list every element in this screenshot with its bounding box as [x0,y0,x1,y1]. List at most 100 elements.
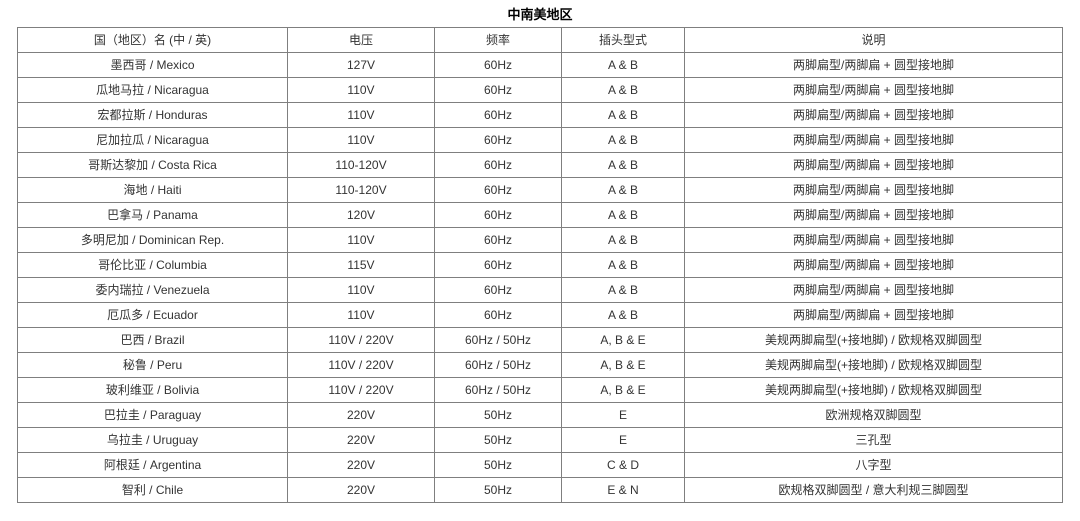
cell-frequency: 60Hz [434,152,562,178]
cell-plug-type: A & B [561,102,685,128]
cell-country-name: 巴西 / Brazil [17,327,288,353]
cell-voltage: 110V [287,277,435,303]
cell-description: 美规两脚扁型(+接地脚) / 欧规格双脚圆型 [684,327,1063,353]
cell-country-name: 秘鲁 / Peru [17,352,288,378]
table-row: 哥斯达黎加 / Costa Rica 110-120V 60Hz A & B 两脚扁型/… [17,152,1063,178]
cell-description: 两脚扁型/两脚扁 + 圆型接地脚 [684,252,1063,278]
cell-frequency: 60Hz [434,227,562,253]
cell-country-name: 乌拉圭 / Uruguay [17,427,288,453]
cell-country-name: 尼加拉瓜 / Nicaragua [17,127,288,153]
cell-voltage: 110-120V [287,152,435,178]
cell-plug-type: A & B [561,252,685,278]
cell-description: 两脚扁型/两脚扁 + 圆型接地脚 [684,302,1063,328]
cell-country-name: 多明尼加 / Dominican Rep. [17,227,288,253]
cell-voltage: 220V [287,427,435,453]
cell-plug-type: E [561,402,685,428]
cell-country-name: 宏都拉斯 / Honduras [17,102,288,128]
cell-voltage: 220V [287,452,435,478]
cell-description: 欧洲规格双脚圆型 [684,402,1063,428]
table-row: 阿根廷 / Argentina 220V 50Hz C & D 八字型 [17,452,1063,478]
cell-plug-type: A & B [561,127,685,153]
cell-description: 美规两脚扁型(+接地脚) / 欧规格双脚圆型 [684,377,1063,403]
table-row: 尼加拉瓜 / Nicaragua 110V 60Hz A & B 两脚扁型/两脚扁 + … [17,127,1063,153]
cell-frequency: 60Hz / 50Hz [434,352,562,378]
cell-voltage: 120V [287,202,435,228]
cell-country-name: 厄瓜多 / Ecuador [17,302,288,328]
cell-plug-type: A & B [561,177,685,203]
cell-description: 八字型 [684,452,1063,478]
cell-plug-type: A, B & E [561,352,685,378]
cell-voltage: 110V [287,227,435,253]
table-row: 乌拉圭 / Uruguay 220V 50Hz E 三孔型 [17,427,1063,453]
header-plug-type: 插头型式 [561,27,685,53]
table-row: 玻利维亚 / Bolivia 110V / 220V 60Hz / 50Hz A, B… [17,377,1063,403]
cell-plug-type: C & D [561,452,685,478]
cell-country-name: 哥伦比亚 / Columbia [17,252,288,278]
table-row: 多明尼加 / Dominican Rep. 110V 60Hz A & B 两脚扁型/两… [17,227,1063,253]
cell-plug-type: A & B [561,302,685,328]
cell-frequency: 50Hz [434,402,562,428]
header-description: 说明 [684,27,1063,53]
cell-description: 两脚扁型/两脚扁 + 圆型接地脚 [684,177,1063,203]
cell-plug-type: A & B [561,227,685,253]
cell-plug-type: A & B [561,77,685,103]
cell-plug-type: A & B [561,277,685,303]
table-row: 哥伦比亚 / Columbia 115V 60Hz A & B 两脚扁型/两脚扁 + 圆… [17,252,1063,278]
cell-country-name: 委内瑞拉 / Venezuela [17,277,288,303]
table-row: 瓜地马拉 / Nicaragua 110V 60Hz A & B 两脚扁型/两脚扁 + … [17,77,1063,103]
cell-voltage: 220V [287,402,435,428]
table-row: 宏都拉斯 / Honduras 110V 60Hz A & B 两脚扁型/两脚扁 + 圆… [17,102,1063,128]
cell-country-name: 智利 / Chile [17,477,288,503]
cell-frequency: 50Hz [434,452,562,478]
cell-description: 两脚扁型/两脚扁 + 圆型接地脚 [684,102,1063,128]
cell-description: 两脚扁型/两脚扁 + 圆型接地脚 [684,127,1063,153]
table-row: 委内瑞拉 / Venezuela 110V 60Hz A & B 两脚扁型/两脚扁 + … [17,277,1063,303]
cell-frequency: 60Hz [434,177,562,203]
cell-description: 两脚扁型/两脚扁 + 圆型接地脚 [684,202,1063,228]
header-country-name: 国（地区）名 (中 / 英) [17,27,288,53]
cell-description: 欧规格双脚圆型 / 意大利规三脚圆型 [684,477,1063,503]
table-row: 厄瓜多 / Ecuador 110V 60Hz A & B 两脚扁型/两脚扁 + 圆型接… [17,302,1063,328]
cell-voltage: 115V [287,252,435,278]
page: 中南美地区 国（地区）名 (中 / 英) 电压 频率 插头型式 说明 墨西哥 /… [17,7,1063,503]
cell-country-name: 海地 / Haiti [17,177,288,203]
cell-description: 两脚扁型/两脚扁 + 圆型接地脚 [684,77,1063,103]
region-power-standards-table: 国（地区）名 (中 / 英) 电压 频率 插头型式 说明 墨西哥 / Mexic… [17,27,1063,503]
cell-frequency: 50Hz [434,427,562,453]
cell-frequency: 60Hz [434,252,562,278]
cell-country-name: 巴拿马 / Panama [17,202,288,228]
cell-country-name: 哥斯达黎加 / Costa Rica [17,152,288,178]
cell-frequency: 60Hz / 50Hz [434,327,562,353]
cell-country-name: 阿根廷 / Argentina [17,452,288,478]
cell-description: 三孔型 [684,427,1063,453]
header-voltage: 电压 [287,27,435,53]
cell-voltage: 110V / 220V [287,352,435,378]
cell-frequency: 60Hz [434,302,562,328]
cell-frequency: 60Hz / 50Hz [434,377,562,403]
cell-plug-type: A & B [561,202,685,228]
cell-voltage: 127V [287,52,435,78]
cell-frequency: 60Hz [434,52,562,78]
cell-frequency: 60Hz [434,77,562,103]
cell-country-name: 墨西哥 / Mexico [17,52,288,78]
cell-voltage: 110V [287,127,435,153]
cell-voltage: 110V / 220V [287,377,435,403]
cell-frequency: 60Hz [434,102,562,128]
cell-frequency: 60Hz [434,202,562,228]
table-row: 海地 / Haiti 110-120V 60Hz A & B 两脚扁型/两脚扁 + 圆型… [17,177,1063,203]
cell-description: 两脚扁型/两脚扁 + 圆型接地脚 [684,227,1063,253]
cell-voltage: 110V / 220V [287,327,435,353]
cell-plug-type: A, B & E [561,377,685,403]
cell-voltage: 110V [287,302,435,328]
cell-plug-type: A & B [561,52,685,78]
cell-frequency: 50Hz [434,477,562,503]
cell-voltage: 110V [287,102,435,128]
table-row: 智利 / Chile 220V 50Hz E & N 欧规格双脚圆型 / 意大利规三脚圆… [17,477,1063,503]
cell-plug-type: E & N [561,477,685,503]
page-title: 中南美地区 [507,7,573,22]
cell-description: 两脚扁型/两脚扁 + 圆型接地脚 [684,277,1063,303]
cell-country-name: 玻利维亚 / Bolivia [17,377,288,403]
cell-description: 两脚扁型/两脚扁 + 圆型接地脚 [684,152,1063,178]
cell-country-name: 瓜地马拉 / Nicaragua [17,77,288,103]
